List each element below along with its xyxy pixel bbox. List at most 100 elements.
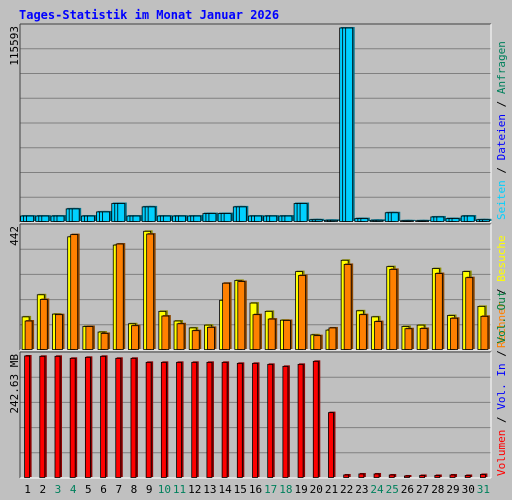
x-tick-label: 8 — [131, 483, 138, 496]
bar-volumen-day-7 — [115, 357, 122, 478]
x-tick-label: 14 — [218, 483, 232, 496]
x-tick-labels: 1 2 3 4 5 6 7 8 9 10 11 12 13 14 15 16 17 18 19 20 21 22 23 24 2… — [24, 483, 490, 496]
panel-volume: 242.63 MB — [8, 351, 492, 479]
legend-hits: Seiten / Dateien / Anfragen — [495, 41, 508, 220]
x-tick-label: 5 — [85, 483, 92, 496]
bar-seiten-day-24 — [375, 219, 384, 222]
bar-rechner-day-19 — [298, 275, 306, 350]
bar-volumen-day-22 — [343, 474, 350, 478]
bar-seiten-day-19 — [299, 203, 308, 222]
bar-volumen-day-13 — [206, 361, 213, 478]
x-tick-label: 21 — [325, 483, 338, 496]
bar-volumen-day-10 — [160, 361, 167, 478]
bar-volumen-day-26 — [404, 475, 410, 478]
bar-volumen-day-2 — [39, 355, 46, 478]
y-max-label: 242.63 MB — [8, 354, 21, 414]
bar-rechner-day-16 — [252, 314, 261, 350]
bar-rechner-day-15 — [237, 281, 246, 350]
x-tick-label: 29 — [446, 483, 459, 496]
bar-volumen-day-28 — [434, 475, 441, 478]
bar-seiten-day-21 — [330, 219, 338, 222]
bar-seiten-day-2 — [41, 215, 50, 222]
bar-volumen-day-31 — [480, 474, 486, 478]
x-tick-label: 1 — [24, 483, 31, 496]
x-tick-label: 6 — [100, 483, 107, 496]
bar-seiten-day-20 — [314, 219, 323, 222]
bar-volumen-day-21 — [328, 412, 334, 478]
bar-volumen-day-29 — [449, 474, 456, 478]
bar-seiten-day-1 — [26, 215, 34, 222]
bar-rechner-day-17 — [267, 318, 276, 350]
legend-separator: / — [495, 94, 508, 114]
x-tick-label: 2 — [39, 483, 46, 496]
legend-separator: / — [495, 160, 508, 180]
panel-visits: 442 — [8, 223, 492, 351]
y-max-label: 115593 — [8, 26, 21, 66]
bar-volumen-day-23 — [358, 473, 365, 478]
x-tick-label: 12 — [188, 483, 201, 496]
panel-hits: 115593 — [8, 23, 492, 223]
bar-seiten-day-17 — [269, 215, 278, 222]
bar-volumen-day-8 — [130, 357, 137, 478]
bar-volumen-day-19 — [297, 363, 304, 478]
bar-shadow — [422, 219, 431, 221]
bar-volumen-day-1 — [24, 355, 30, 478]
x-tick-label: 10 — [158, 483, 171, 496]
bar-rechner-day-13 — [207, 326, 215, 350]
bar-volumen-day-6 — [100, 355, 106, 478]
x-tick-label: 28 — [431, 483, 444, 496]
bar-rechner-day-24 — [374, 321, 382, 350]
x-tick-label: 26 — [401, 483, 414, 496]
y-max-label: 442 — [8, 226, 21, 246]
bar-volumen-day-18 — [282, 365, 289, 478]
bar-seiten-day-18 — [284, 215, 293, 222]
bar-rechner-day-30 — [465, 277, 474, 350]
bar-rechner-day-7 — [115, 243, 124, 350]
bar-rechner-day-12 — [191, 330, 200, 350]
bar-volumen-day-20 — [312, 360, 319, 478]
bar-seiten-day-3 — [56, 215, 65, 222]
bar-seiten-day-16 — [254, 215, 262, 222]
bar-rechner-day-6 — [100, 333, 109, 350]
bar-volumen-day-24 — [373, 473, 380, 478]
bar-rechner-day-4 — [70, 234, 79, 350]
bar-seiten-day-11 — [178, 215, 186, 222]
bar-rechner-day-28 — [434, 273, 443, 350]
x-tick-label: 4 — [70, 483, 77, 496]
bar-seiten-day-10 — [162, 215, 171, 222]
x-tick-label: 9 — [146, 483, 153, 496]
bar-seiten-day-13 — [208, 213, 217, 222]
chart-title: Tages-Statistik im Monat Januar 2026 — [19, 8, 279, 22]
bar-seiten-day-9 — [147, 206, 156, 222]
x-tick-label: 31 — [477, 483, 490, 496]
legend-entry-volout: Vol. Out — [495, 291, 508, 344]
bar-rechner-day-20 — [313, 335, 322, 350]
bar-seiten-day-14 — [223, 213, 232, 222]
bar-seiten-day-4 — [71, 208, 80, 222]
legend-separator: / — [495, 344, 508, 364]
x-tick-label: 23 — [355, 483, 368, 496]
bar-seiten-day-12 — [193, 215, 202, 222]
bar-seiten-day-26 — [406, 220, 414, 222]
bar-seiten-day-31 — [482, 219, 490, 222]
bar-rechner-day-1 — [24, 320, 33, 350]
bar-seiten-day-29 — [451, 218, 460, 222]
x-tick-label: 27 — [416, 483, 429, 496]
bar-seiten-day-30 — [466, 215, 475, 222]
legend-entry-seiten: Seiten — [495, 180, 508, 220]
bar-volumen-day-14 — [221, 361, 228, 478]
bar-volumen-day-15 — [236, 362, 243, 478]
x-tick-label: 3 — [55, 483, 62, 496]
x-tick-label: 15 — [234, 483, 247, 496]
bar-seiten-day-8 — [132, 215, 141, 222]
bar-volumen-day-12 — [191, 361, 198, 478]
x-tick-label: 7 — [115, 483, 122, 496]
x-tick-label: 24 — [370, 483, 384, 496]
legend-entry-anfragen: Anfragen — [495, 41, 508, 94]
bar-volumen-day-25 — [388, 474, 395, 478]
bar-rechner-day-25 — [389, 269, 398, 350]
bar-volumen-day-30 — [464, 475, 471, 478]
legend-separator: / — [495, 410, 508, 430]
x-tick-label: 11 — [173, 483, 186, 496]
